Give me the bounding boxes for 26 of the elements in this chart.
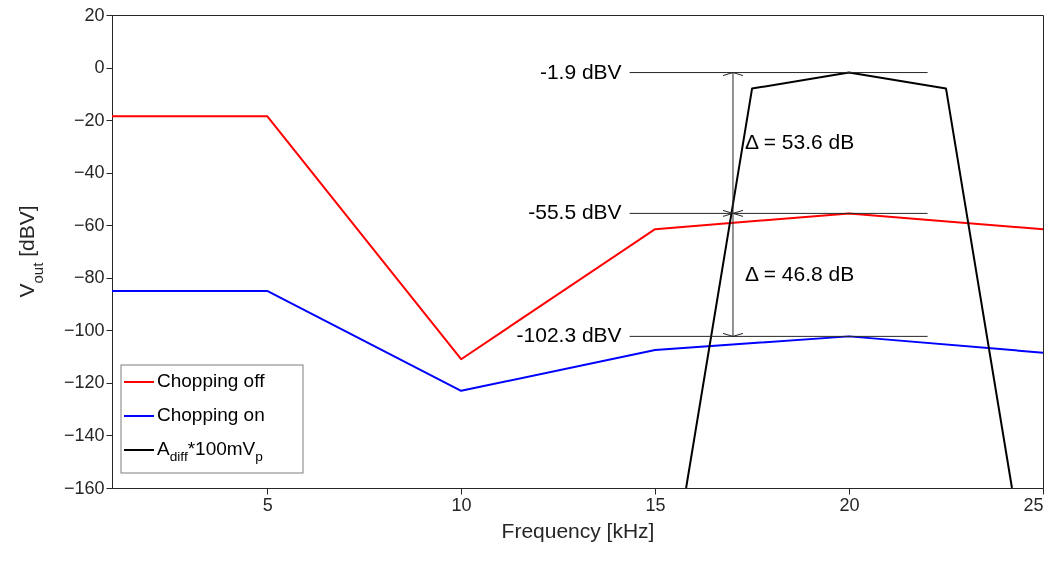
legend-label: Chopping off [157,370,266,392]
annotation: Δ = 53.6 dB [744,129,855,153]
x-tick-label: 25 [1023,494,1044,515]
y-tick-label: −40 [73,162,105,183]
legend-label: A$_{diff}$*100mV$_{p}$ [157,438,264,465]
annotation: Δ = 46.8 dB [744,261,855,285]
ref-line-label: -55.5 dBV [528,199,622,223]
y-tick-label: −140 [63,424,105,445]
line-series [112,289,1043,392]
x-tick-label: 5 [262,494,273,515]
ref-line-label: -1.9 dBV [539,59,622,83]
y-tick-label: −120 [63,372,105,393]
legend-label: Chopping on [157,404,265,426]
x-tick-label: 15 [645,494,666,515]
y-tick-label: 20 [84,4,105,25]
y-tick-label: −20 [73,109,105,130]
x-axis-title: Frequency [kHz] [501,518,655,542]
y-tick-label: −60 [73,214,105,235]
y-tick-label: −80 [73,267,105,288]
line-series [112,115,1043,361]
ref-line-label: -102.3 dBV [516,322,622,346]
y-tick-label: −160 [63,477,105,498]
x-tick-label: 20 [839,494,860,515]
x-tick-label: 10 [451,494,472,515]
y-tick-label: −100 [63,319,105,340]
y-tick-label: 0 [94,57,105,78]
